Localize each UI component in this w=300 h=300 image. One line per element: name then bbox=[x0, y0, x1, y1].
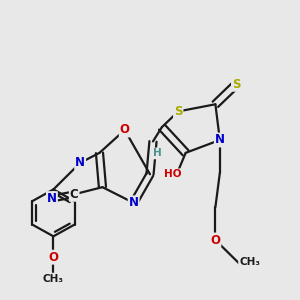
Text: N: N bbox=[75, 156, 85, 170]
Text: HO: HO bbox=[164, 169, 181, 179]
Text: O: O bbox=[48, 251, 59, 264]
Text: N: N bbox=[47, 192, 57, 205]
Text: C: C bbox=[70, 188, 79, 201]
Text: S: S bbox=[232, 78, 240, 91]
Text: N: N bbox=[215, 134, 225, 146]
Text: O: O bbox=[210, 233, 220, 247]
Text: CH₃: CH₃ bbox=[239, 257, 260, 267]
Text: CH₃: CH₃ bbox=[43, 274, 64, 284]
Text: N: N bbox=[129, 196, 139, 209]
Text: S: S bbox=[174, 105, 182, 118]
Text: O: O bbox=[120, 124, 130, 136]
Text: H: H bbox=[153, 148, 162, 158]
